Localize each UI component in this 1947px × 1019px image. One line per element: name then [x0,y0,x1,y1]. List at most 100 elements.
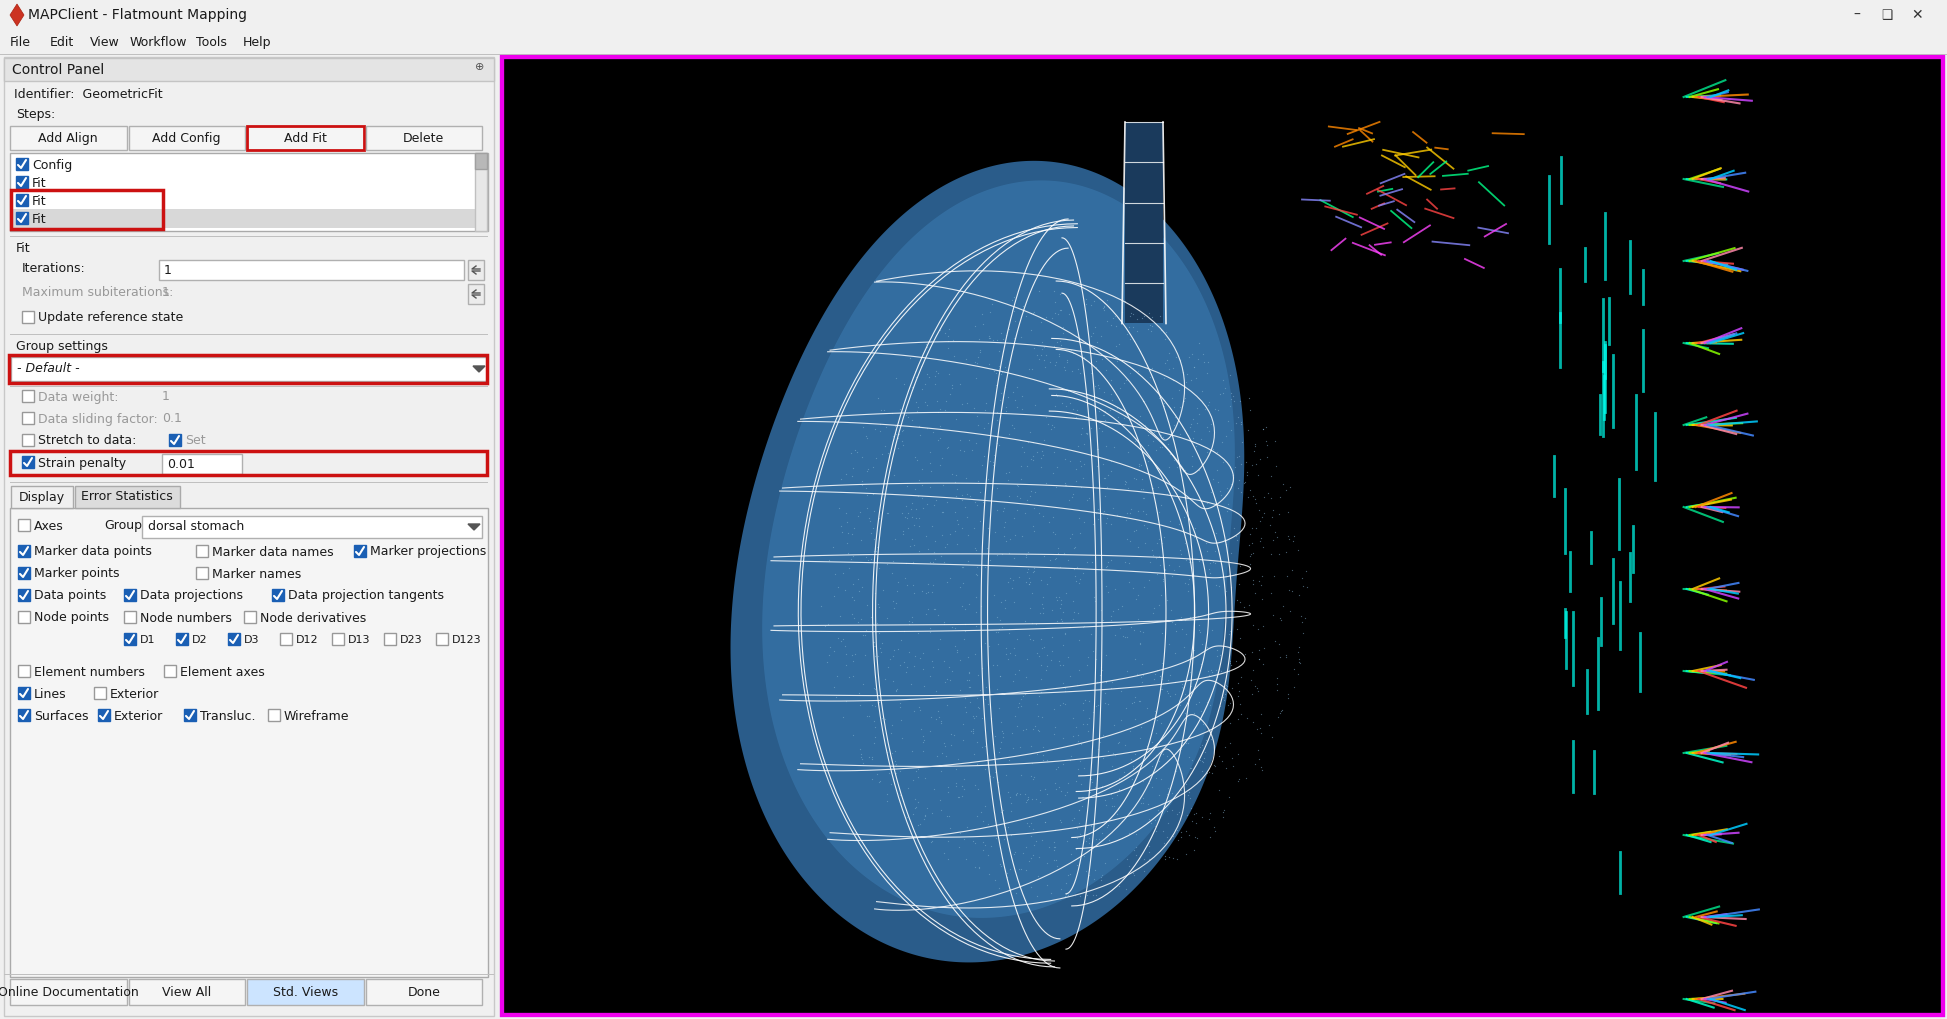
Point [1067,566,1098,582]
Point [1057,400,1088,417]
Point [1096,552,1127,569]
Point [958,709,989,726]
Point [837,606,868,623]
Point [1133,844,1164,860]
Point [1205,570,1236,586]
Point [921,393,952,410]
Point [915,834,946,850]
Point [964,514,995,530]
Point [1116,751,1147,767]
Point [1092,832,1123,848]
Point [1188,737,1219,753]
Point [880,764,911,781]
Point [993,488,1024,504]
Point [962,667,993,684]
Point [896,538,927,554]
Point [1176,372,1207,388]
Point [1051,784,1083,800]
Point [1018,770,1049,787]
Point [933,366,964,382]
Point [1184,622,1215,638]
Point [1147,439,1178,455]
Point [958,521,989,537]
Point [979,764,1010,781]
Point [935,672,966,688]
Point [989,379,1020,395]
Point [925,712,956,729]
Point [890,408,921,424]
Point [1262,677,1293,693]
Point [1040,852,1071,868]
Point [1042,544,1073,560]
Point [1065,736,1096,752]
Point [1057,405,1088,421]
Point [1075,626,1106,642]
Point [1120,847,1151,863]
Point [1007,721,1038,738]
Point [1275,561,1306,578]
Point [1275,583,1306,599]
Point [1252,437,1283,453]
Point [1205,698,1236,714]
Point [1075,365,1106,381]
Bar [475,153,487,231]
Text: 1: 1 [164,264,171,276]
Point [894,613,925,630]
Point [837,667,868,684]
Point [1131,426,1162,442]
Point [1158,417,1190,433]
Text: Element numbers: Element numbers [33,665,144,679]
Bar [243,611,255,623]
Point [974,767,1005,784]
Point [864,423,896,439]
Text: Std. Views: Std. Views [273,985,339,999]
Point [1061,677,1092,693]
Point [933,574,964,590]
Point [1289,609,1320,626]
Point [1090,438,1121,454]
Point [1143,597,1174,613]
Point [1234,673,1266,689]
Point [1061,830,1092,847]
Point [1162,832,1194,848]
Point [1024,648,1055,664]
Point [964,859,995,875]
Point [909,769,940,786]
Point [940,474,972,490]
Point [1174,554,1205,571]
Text: D3: D3 [243,635,259,645]
Text: Done: Done [407,985,440,999]
Point [946,558,977,575]
Point [810,618,841,634]
Point [1028,747,1059,763]
Point [1102,788,1133,804]
Point [829,582,861,598]
Point [892,511,923,527]
Point [880,426,911,442]
Point [1090,506,1121,523]
Point [1125,731,1157,747]
Point [884,699,915,715]
Bar [1125,122,1162,323]
Point [931,697,962,713]
Point [1166,546,1197,562]
Point [964,341,995,358]
Point [898,537,929,553]
Point [1100,338,1131,355]
Point [999,550,1030,567]
Point [1090,558,1121,575]
Point [1034,570,1065,586]
Point [1110,738,1141,754]
Text: Marker data names: Marker data names [212,545,333,558]
Point [1086,300,1118,316]
Text: Help: Help [243,36,271,49]
Point [1098,798,1129,814]
Point [991,640,1022,656]
Point [1166,622,1197,638]
Point [1147,427,1178,443]
Text: File: File [10,36,31,49]
Point [909,807,940,823]
Point [855,554,886,571]
Point [1223,472,1254,488]
Point [909,528,940,544]
